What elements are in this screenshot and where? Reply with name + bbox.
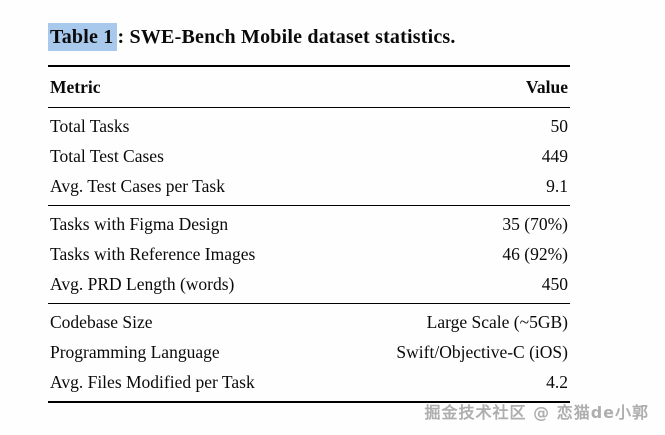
dataset-statistics-table: Metric Value Total Tasks 50 Total Test C…: [48, 65, 570, 403]
header-row: Metric Value: [48, 66, 570, 108]
table-row: Programming Language Swift/Objective-C (…: [48, 338, 570, 368]
table-caption: Table 1: SWE-Bench Mobile dataset statis…: [48, 23, 665, 51]
table-row: Tasks with Reference Images 46 (92%): [48, 240, 570, 270]
table-row: Total Test Cases 449: [48, 142, 570, 172]
metric-cell: Codebase Size: [50, 312, 153, 332]
table-group-codebase: Codebase Size Large Scale (~5GB) Program…: [48, 304, 570, 403]
table-row: Avg. Test Cases per Task 9.1: [48, 172, 570, 206]
column-header-value: Value: [525, 77, 568, 97]
metric-cell: Avg. PRD Length (words): [50, 274, 235, 294]
value-cell: 9.1: [546, 176, 568, 196]
table-group-design: Tasks with Figma Design 35 (70%) Tasks w…: [48, 206, 570, 304]
metric-cell: Total Test Cases: [50, 146, 164, 166]
value-cell: 450: [541, 274, 568, 294]
value-cell: 35 (70%): [502, 214, 568, 234]
value-cell: 449: [541, 146, 568, 166]
table-row: Avg. PRD Length (words) 450: [48, 270, 570, 304]
value-cell: 50: [550, 116, 569, 136]
value-cell: Large Scale (~5GB): [426, 312, 568, 332]
metric-cell: Programming Language: [50, 342, 220, 362]
table-row: Total Tasks 50: [48, 108, 570, 142]
table-row: Avg. Files Modified per Task 4.2: [48, 368, 570, 403]
metric-cell: Total Tasks: [50, 116, 130, 136]
metric-cell: Tasks with Figma Design: [50, 214, 229, 234]
value-cell: 4.2: [546, 372, 568, 392]
metric-cell: Tasks with Reference Images: [50, 244, 256, 264]
table-group-tasks: Total Tasks 50 Total Test Cases 449 Avg.…: [48, 108, 570, 206]
table-header: Metric Value: [48, 66, 570, 108]
paper-page: Table 1: SWE-Bench Mobile dataset statis…: [48, 23, 665, 403]
column-header-metric: Metric: [50, 77, 101, 97]
caption-text: : SWE-Bench Mobile dataset statistics.: [117, 26, 456, 48]
value-cell: Swift/Objective-C (iOS): [396, 342, 568, 362]
table-row: Codebase Size Large Scale (~5GB): [48, 304, 570, 338]
metric-cell: Avg. Test Cases per Task: [50, 176, 225, 196]
value-cell: 46 (92%): [502, 244, 568, 264]
caption-highlighted-label: Table 1: [48, 23, 118, 51]
table-row: Tasks with Figma Design 35 (70%): [48, 206, 570, 240]
metric-cell: Avg. Files Modified per Task: [50, 372, 255, 392]
